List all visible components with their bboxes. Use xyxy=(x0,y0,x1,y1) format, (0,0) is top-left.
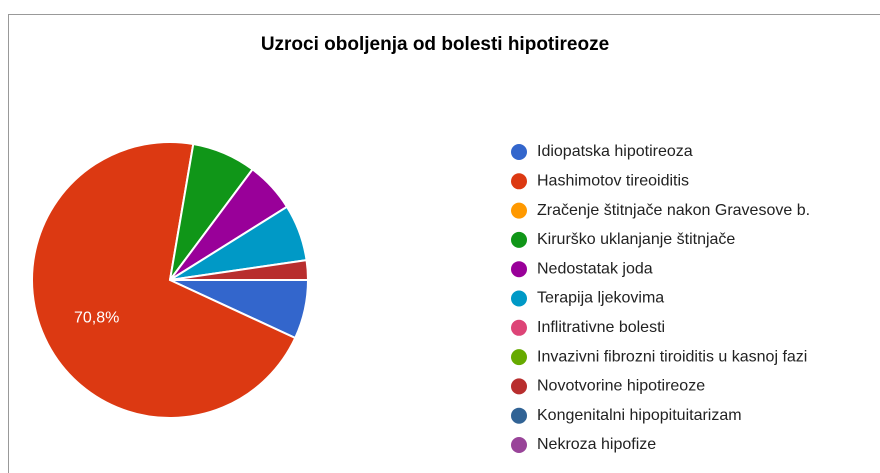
legend-swatch xyxy=(511,378,527,395)
legend-label: Zračenje štitnjače nakon Gravesove b. xyxy=(537,202,810,219)
legend-swatch xyxy=(511,202,527,219)
legend-label: Kongenitalni hipopituitarizam xyxy=(537,407,742,424)
legend-label: Nedostatak joda xyxy=(537,260,653,277)
legend-label: Kirurško uklanjanje štitnjače xyxy=(537,231,735,248)
pie-slice xyxy=(31,141,297,419)
slice-label: 70,8% xyxy=(74,310,119,327)
legend-label: Inflitrativne bolesti xyxy=(537,319,665,336)
legend-label: Novotvorine hipotireoze xyxy=(537,378,705,395)
chart-title: Uzroci oboljenja od bolesti hipotireoze xyxy=(261,34,609,55)
legend-swatch xyxy=(511,437,527,453)
legend-swatch xyxy=(511,290,527,307)
legend-label: Idiopatska hipotireoza xyxy=(537,143,693,160)
legend-label: Terapija ljekovima xyxy=(537,290,664,307)
legend-label: Nekroza hipofize xyxy=(537,436,656,453)
legend-swatch xyxy=(511,144,527,160)
legend-swatch xyxy=(511,261,527,278)
legend-swatch xyxy=(511,319,527,336)
pie-slice xyxy=(169,258,310,281)
legend-label: Hashimotov tireoiditis xyxy=(537,173,689,190)
legend-swatch xyxy=(511,231,527,248)
legend-swatch xyxy=(511,173,527,190)
legend-label: Invazivni fibrozni tiroiditis u kasnoj f… xyxy=(537,348,807,365)
legend-swatch xyxy=(511,349,527,366)
legend-swatch xyxy=(511,407,527,424)
